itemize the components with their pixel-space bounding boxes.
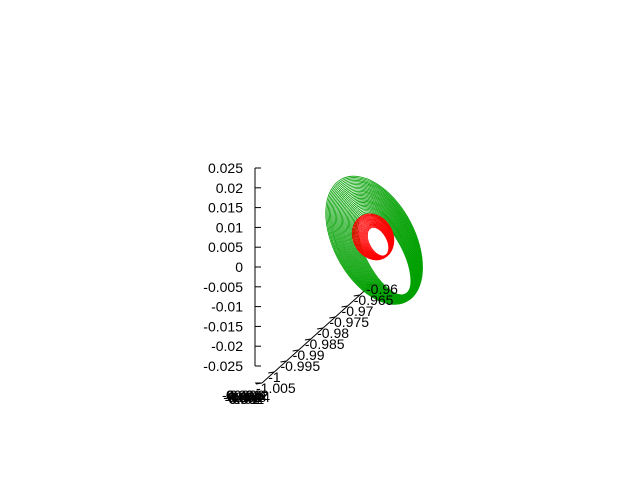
y-tick [255, 382, 263, 385]
y-tick [268, 371, 275, 374]
z-tick-label: 0.005 [208, 239, 243, 255]
z-tick-label: 0.015 [208, 200, 243, 216]
y-tick-label: -0.985 [305, 336, 345, 352]
y-tick [304, 338, 311, 341]
z-tick-label: 0.025 [208, 160, 243, 176]
x-tick-label: -0.004 [223, 389, 263, 405]
x-tick-label: 0.002 [227, 389, 262, 405]
series-1 [351, 213, 395, 261]
y-tick [280, 360, 287, 363]
x-tick-label: 0.008 [231, 389, 266, 405]
y-tick-label: -0.995 [280, 358, 320, 374]
z-tick-label: -0.015 [203, 318, 243, 334]
z-tick-label: 0.01 [216, 219, 243, 235]
z-tick-label: -0.02 [211, 338, 243, 354]
y-tick-label: -0.965 [354, 292, 394, 308]
x-tick-label: 0.01 [232, 391, 259, 407]
y-tick [353, 294, 360, 297]
x-tick-label: 0.012 [234, 387, 269, 403]
x-tick-label: -0.006 [222, 387, 262, 403]
y-tick-label: -0.96 [366, 281, 398, 297]
y-axis-line [261, 283, 373, 384]
z-tick-label: 0 [235, 259, 243, 275]
series-layer [325, 175, 423, 305]
y-tick [292, 349, 299, 352]
chart-axes [254, 167, 373, 385]
x-tick-label: 0.014 [235, 389, 270, 405]
z-tick-label: -0.005 [203, 279, 243, 295]
x-tick-label: 0 [226, 387, 234, 403]
orbit-line [366, 226, 390, 257]
x-tick-label: 0.006 [230, 387, 265, 403]
orbit-line [357, 213, 412, 296]
y-tick-label: -0.97 [342, 303, 374, 319]
z-tick-label: -0.025 [203, 358, 243, 374]
y-tick-label: -1.005 [256, 380, 296, 396]
tick-label-layer: 0.025 0.02 0.015 0.01 0.005 0 -0.005 -0.01 -0.01… [203, 160, 398, 407]
x-tick-label: 0.004 [229, 391, 264, 407]
y-tick [329, 316, 336, 319]
y-tick [341, 305, 348, 308]
y-tick-label: -1 [268, 369, 281, 385]
y-tick-label: -0.99 [293, 347, 325, 363]
y-tick-label: -0.975 [329, 314, 369, 330]
z-tick-label: 0.02 [216, 180, 243, 196]
z-tick-label: -0.01 [211, 299, 243, 315]
y-tick [317, 327, 324, 330]
y-tick-label: -0.98 [317, 325, 349, 341]
x-tick-label: -0.002 [225, 391, 265, 407]
series-0 [325, 175, 423, 305]
